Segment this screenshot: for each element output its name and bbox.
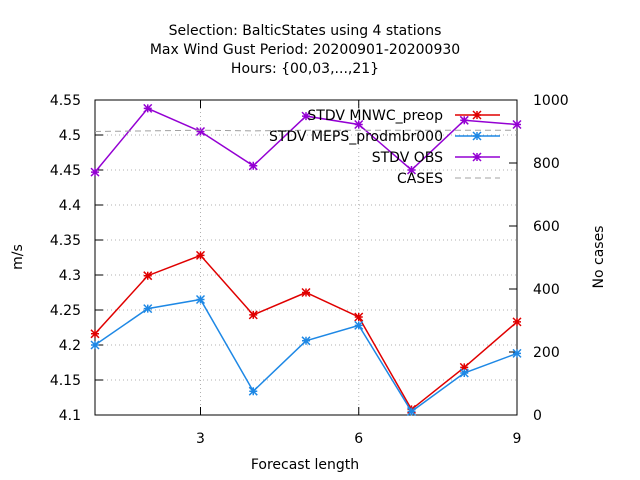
y2-tick-label: 0 (533, 408, 542, 424)
data-point (143, 103, 153, 113)
data-point (354, 320, 364, 330)
legend-marker (472, 152, 482, 162)
data-point (248, 161, 258, 171)
y-tick-label: 4.3 (59, 268, 81, 284)
y-tick-label: 4.1 (59, 408, 81, 424)
data-point (301, 111, 311, 121)
y-tick-label: 4.25 (50, 303, 81, 319)
series-layer (90, 103, 522, 417)
chart-title-line: Selection: BalticStates using 4 stations (169, 23, 442, 39)
y-tick-label: 4.55 (50, 93, 81, 109)
axes: 4.1 4.15 4.2 4.25 4.3 4.35 4.4 4.45 4.5 4.55 0 200 4… (50, 93, 569, 447)
data-point (90, 340, 100, 350)
data-point (459, 115, 469, 125)
y-tick-label: 4.5 (59, 128, 81, 144)
data-point (406, 406, 417, 417)
series-stdv-mnwc-preop (90, 250, 522, 414)
y-tick-label: 4.2 (59, 338, 81, 354)
data-point (354, 119, 364, 130)
legend-marker (472, 131, 482, 141)
y2-tick-label: 400 (533, 282, 560, 298)
chart-title-block: Selection: BalticStates using 4 stations… (150, 23, 460, 77)
series-line (94, 298, 518, 413)
y2-tick-label: 600 (533, 219, 560, 235)
data-point (459, 362, 469, 372)
series-stdv-obs (90, 103, 522, 177)
data-point (143, 271, 153, 281)
chart-title-line: Hours: {00,03,...,21} (231, 61, 379, 77)
y2-tick-label: 1000 (533, 93, 569, 109)
data-point (354, 312, 364, 322)
x-tick-label: 6 (354, 431, 363, 447)
data-point (301, 287, 311, 298)
data-point (301, 336, 311, 346)
x-tick-label: 9 (513, 431, 522, 447)
y-tick-label: 4.4 (59, 198, 81, 214)
data-point (512, 119, 522, 130)
data-point (195, 250, 206, 260)
legend-label: STDV MEPS_prodmbr000 (269, 129, 443, 145)
x-axis-label: Forecast length (251, 457, 359, 473)
data-point (512, 317, 522, 327)
y-axis-label: m/s (10, 244, 26, 270)
legend-marker (472, 110, 482, 120)
plot-frame (94, 99, 518, 416)
data-point (195, 294, 206, 305)
y2-tick-label: 800 (533, 156, 560, 172)
data-point (459, 368, 469, 378)
data-point (512, 348, 522, 358)
y-tick-label: 4.45 (50, 163, 81, 179)
data-point (406, 165, 417, 175)
legend-label: STDV OBS (372, 150, 443, 166)
x-tick-label: 3 (196, 431, 205, 447)
grid (95, 99, 518, 416)
y2-axis-label: No cases (591, 226, 607, 289)
y2-tick-label: 200 (533, 345, 560, 361)
y-tick-label: 4.15 (50, 373, 81, 389)
data-point (248, 386, 258, 396)
series-line (94, 129, 517, 132)
data-point (143, 304, 153, 314)
series-line (94, 254, 518, 411)
data-point (195, 126, 206, 137)
series-cases (94, 129, 517, 132)
legend-label: STDV MNWC_preop (307, 108, 443, 124)
chart-title-line: Max Wind Gust Period: 20200901-20200930 (150, 42, 460, 58)
data-point (90, 329, 100, 339)
data-point (90, 167, 100, 177)
series-stdv-meps-prodmbr000 (90, 294, 522, 417)
data-point (248, 310, 258, 320)
legend: STDV MNWC_preop STDV MEPS_prodmbr000 STDV … (269, 108, 500, 187)
y-tick-label: 4.35 (50, 233, 81, 249)
legend-label: CASES (397, 171, 443, 187)
